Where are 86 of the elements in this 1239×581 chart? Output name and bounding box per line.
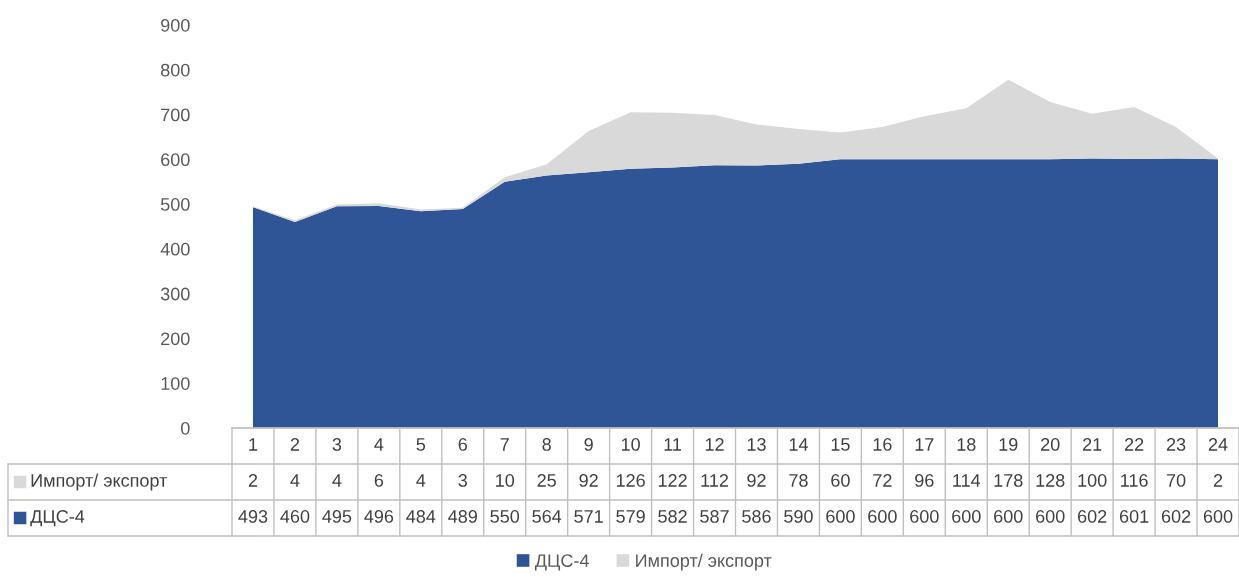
y-tick-label: 300 [160,287,190,301]
data-label: 602 [1161,510,1191,523]
data-label: 72 [873,474,892,487]
data-label: 602 [1078,510,1107,523]
data-label: 460 [280,510,310,523]
data-label: 126 [616,474,645,487]
data-label: 590 [784,510,813,523]
data-label: 116 [1121,474,1148,487]
y-tick-label: 800 [161,63,190,77]
y-tick-label: 900 [161,18,190,32]
data-label: 587 [700,510,729,523]
x-tick-label: 8 [542,438,551,451]
data-label: 78 [789,474,808,487]
y-tick-label: 500 [160,198,190,211]
legend-label: Импорт/ экспорт [31,473,168,491]
y-tick-label: 600 [161,153,190,167]
data-label: 579 [616,510,645,523]
data-label: 6 [374,474,384,487]
x-tick-label: 21 [1083,438,1102,451]
x-tick-label: 19 [999,438,1018,451]
x-tick-label: 5 [416,438,426,451]
data-label: 4 [290,474,300,487]
data-label: 600 [994,510,1023,523]
y-tick-label: 0 [181,421,190,435]
data-label: 600 [1036,510,1065,523]
x-tick-label: 15 [831,438,850,451]
data-label: 571 [574,510,603,523]
x-tick-label: 3 [332,438,342,451]
legend-label: ДЦС-4 [534,554,589,571]
x-tick-label: 23 [1166,438,1186,451]
data-label: 564 [532,510,562,523]
data-label: 25 [537,474,556,487]
y-tick-label: 200 [161,332,190,346]
data-label: 600 [826,510,855,523]
data-label: 582 [658,510,687,523]
data-label: 550 [490,510,520,523]
x-tick-label: 2 [290,438,300,451]
data-label: 92 [747,474,766,487]
data-label: 586 [742,510,771,523]
x-tick-label: 1 [249,438,258,451]
data-label: 600 [1203,510,1233,523]
y-tick-label: 100 [161,377,190,390]
data-label: 10 [496,474,515,487]
data-label: 100 [1078,474,1107,487]
x-tick-label: 6 [458,438,467,451]
data-label: 128 [1036,474,1065,487]
y-tick-label: 700 [161,108,190,122]
x-tick-label: 4 [374,438,384,451]
data-label: 3 [458,474,467,487]
text: Импорт/ экспорт [636,553,772,571]
data-label: 4 [416,474,426,487]
x-tick-label: 17 [915,438,934,451]
data-label: 2 [1213,474,1223,487]
x-tick-label: 12 [705,438,724,451]
x-tick-label: 16 [873,438,892,451]
data-label: 70 [1166,474,1186,487]
data-label: 600 [868,510,897,523]
x-tick-label: 13 [747,438,766,451]
y-tick-label: 400 [160,242,190,256]
data-label: 178 [994,474,1023,487]
data-label: 484 [406,510,436,523]
data-label: 92 [579,474,598,487]
data-label: 114 [953,474,981,487]
x-tick-label: 9 [584,438,593,451]
x-tick-label: 10 [621,438,640,451]
x-tick-label: 24 [1208,438,1228,451]
data-label: 601 [1119,510,1149,523]
text: ДЦС-4 [30,510,85,527]
data-label: 60 [831,474,850,487]
data-label: 2 [248,474,258,487]
data-label: 112 [701,474,729,487]
data-label: 96 [915,474,934,487]
x-tick-label: 14 [789,438,808,451]
x-tick-label: 22 [1124,438,1144,451]
data-label: 493 [238,510,268,523]
data-label: 489 [448,510,477,523]
x-tick-label: 18 [957,438,976,451]
data-label: 600 [952,510,981,523]
x-tick-label: 20 [1041,438,1060,451]
x-tick-label: 7 [500,438,509,451]
data-label: 496 [364,510,394,523]
data-label: 495 [322,510,352,523]
x-tick-label: 11 [664,438,682,451]
data-label: 4 [332,474,342,487]
data-label: 122 [658,474,687,487]
data-label: 600 [910,510,939,523]
